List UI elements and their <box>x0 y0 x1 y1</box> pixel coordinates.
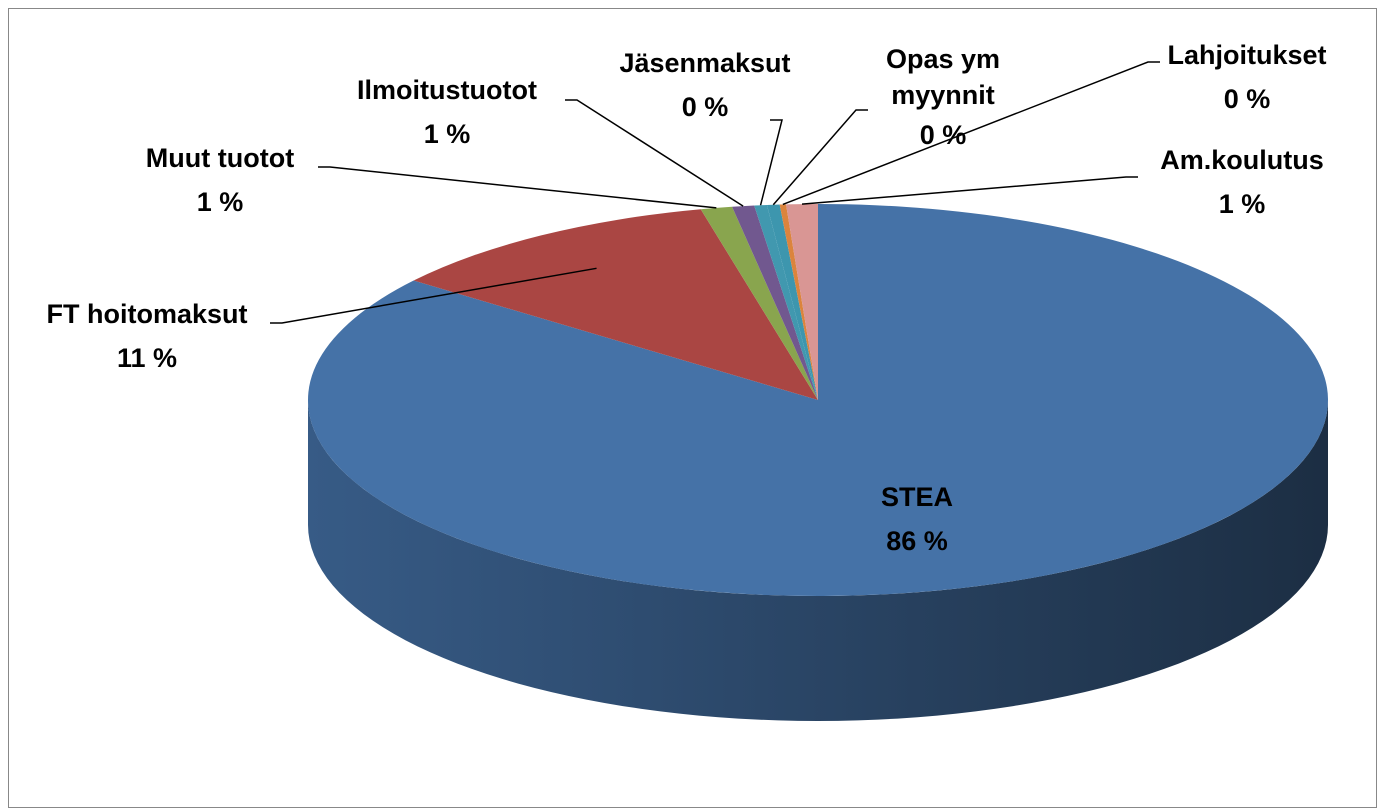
slice <box>754 204 818 400</box>
label-name: Ilmoitustuotot <box>357 75 537 105</box>
slice <box>766 204 818 400</box>
label-name: Lahjoitukset <box>1167 40 1327 70</box>
label-value: 1 % <box>196 187 244 217</box>
data-label: FT hoitomaksut 11 % <box>47 292 248 380</box>
slice <box>786 204 818 400</box>
chart-frame <box>8 8 1377 808</box>
label-value: 0 % <box>681 92 729 122</box>
data-label: Ilmoitustuotot 1 % <box>357 68 537 156</box>
label-value: 1 % <box>423 119 471 149</box>
data-label: Am.koulutus 1 % <box>1160 138 1324 226</box>
leader-line <box>270 267 597 324</box>
leader-line <box>565 99 744 207</box>
label-name: Jäsenmaksut <box>619 48 791 78</box>
leader-line <box>772 109 868 206</box>
label-name: Muut tuotot <box>145 143 295 173</box>
data-label: Muut tuotot 1 % <box>146 136 294 224</box>
label-value: 0 % <box>919 120 967 150</box>
label-name: Opas ym myynnit <box>885 44 1001 110</box>
label-value: 11 % <box>116 343 178 373</box>
label-name: STEA <box>880 482 954 512</box>
label-value: 0 % <box>1223 84 1271 114</box>
slice <box>700 206 818 400</box>
leader-line <box>759 119 783 206</box>
slice <box>732 205 818 400</box>
leader-line <box>318 166 717 209</box>
label-value: 1 % <box>1218 189 1266 219</box>
data-label: STEA 86 % <box>881 475 953 563</box>
data-label: Lahjoitukset 0 % <box>1167 33 1326 121</box>
data-label: Opas ym myynnit 0 % <box>878 41 1008 157</box>
label-name: FT hoitomaksut <box>46 299 248 329</box>
label-value: 86 % <box>886 526 948 556</box>
data-label: Jäsenmaksut 0 % <box>619 41 790 129</box>
leader-line <box>782 61 1160 206</box>
slice <box>413 209 818 400</box>
leader-line <box>801 176 1138 205</box>
slice <box>779 204 818 400</box>
label-name: Am.koulutus <box>1160 145 1324 175</box>
slice-side <box>308 400 1328 721</box>
